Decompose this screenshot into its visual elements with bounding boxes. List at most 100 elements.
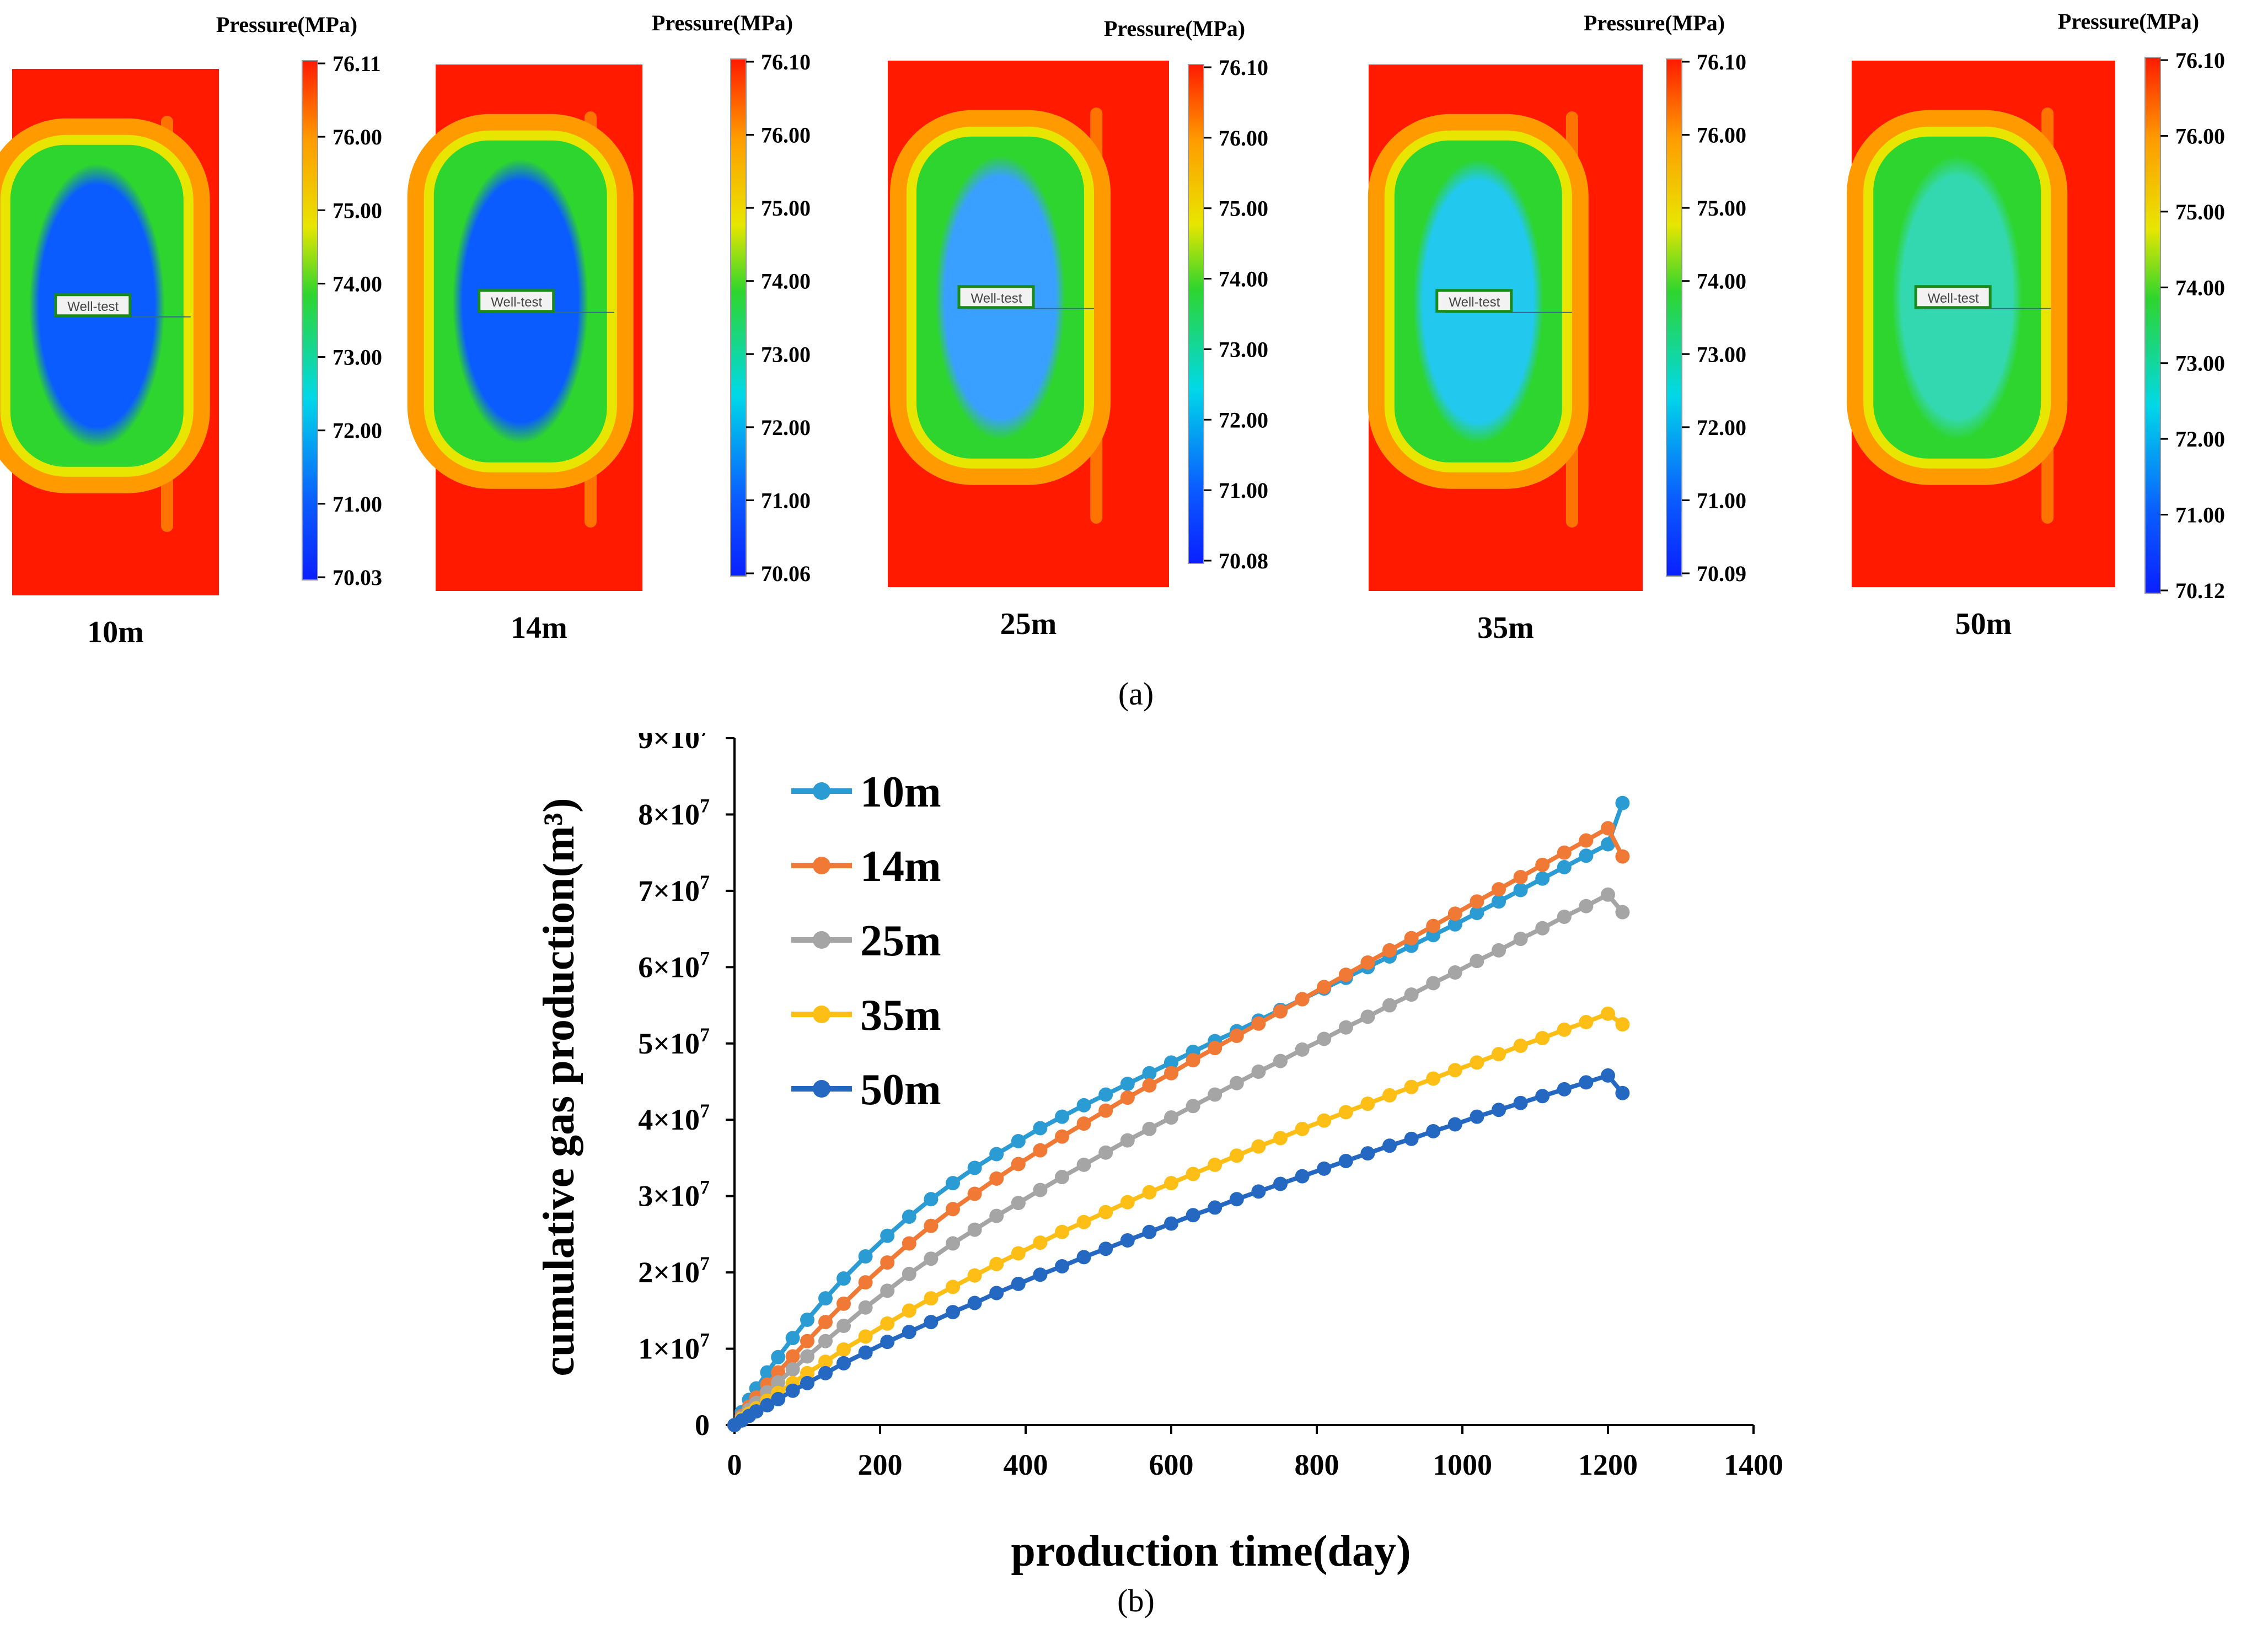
data-point	[1295, 1121, 1310, 1136]
well-label-box	[1435, 289, 1513, 313]
colorbar-tick-label: 76.00	[761, 123, 811, 148]
colorbar-tick-label: 72.00	[2175, 427, 2225, 452]
y-tick-label: 2×107	[638, 1253, 710, 1289]
legend-marker	[813, 857, 830, 874]
x-tick-label: 1000	[1433, 1448, 1492, 1481]
data-point	[1098, 1103, 1113, 1118]
colorbar-tick-label: 75.00	[333, 198, 382, 223]
data-point	[800, 1366, 814, 1380]
y-tick-label: 9×107	[638, 733, 710, 755]
colorbar-tick-label: 73.00	[761, 342, 811, 367]
data-point	[989, 1256, 1004, 1271]
data-point	[1229, 1192, 1244, 1207]
colorbar-tick-label: 70.12	[2175, 578, 2225, 603]
legend-marker	[813, 1006, 830, 1023]
data-point	[1273, 1054, 1288, 1068]
data-point	[749, 1404, 764, 1419]
data-point	[1404, 1079, 1419, 1094]
data-point	[1208, 1200, 1223, 1215]
colorbar-tick-label: 74.00	[2175, 275, 2225, 300]
data-point	[967, 1160, 982, 1175]
colorbar-tick-label: 73.00	[333, 345, 382, 370]
panel-b-label: (b)	[1117, 1583, 1155, 1619]
y-tick-label: 1×107	[638, 1329, 710, 1366]
data-point	[1098, 1087, 1113, 1102]
data-point	[1404, 931, 1419, 945]
legend-label: 10m	[860, 768, 941, 816]
data-point	[902, 1236, 916, 1251]
pressure-maps-figure: Well-test 10m Pressure(MPa) 76.11 76.00 75.00…	[0, 9, 2225, 649]
data-point	[1426, 1071, 1441, 1086]
series-line	[733, 1073, 1624, 1427]
data-point	[818, 1354, 833, 1369]
colorbar-tick-label: 73.00	[1219, 337, 1268, 362]
data-point	[946, 1176, 960, 1191]
data-point	[1033, 1121, 1048, 1136]
data-point	[1186, 1053, 1200, 1068]
data-point	[1447, 1117, 1462, 1132]
data-point	[1186, 1099, 1200, 1114]
data-point	[837, 1271, 851, 1286]
colorbar-tick-label: 72.00	[1697, 415, 1746, 440]
series-50m	[727, 1068, 1630, 1432]
data-point	[1273, 1131, 1288, 1146]
data-point	[1011, 1196, 1026, 1211]
data-point	[989, 1147, 1004, 1162]
data-point	[1120, 1133, 1135, 1148]
data-point	[1055, 1129, 1069, 1144]
data-point	[1164, 1110, 1178, 1125]
legend-item-25m: 25m	[791, 917, 941, 965]
data-point	[1535, 857, 1550, 872]
data-point	[1447, 1063, 1462, 1078]
data-point	[1382, 1138, 1397, 1153]
data-point	[858, 1275, 873, 1290]
pressure-map-10m: Well-test 10m Pressure(MPa) 76.11 76.00 75.00…	[0, 12, 382, 649]
y-tick-label: 3×107	[638, 1176, 710, 1213]
data-point	[1338, 1153, 1353, 1168]
well-label: Well-test	[1449, 295, 1500, 310]
data-point	[1470, 906, 1484, 921]
data-point	[1208, 1157, 1223, 1172]
colorbar-tick-label: 76.11	[333, 51, 381, 76]
panel-a-label: (a)	[1118, 676, 1154, 712]
data-point	[1055, 1259, 1069, 1274]
data-point	[1273, 1004, 1288, 1019]
data-point	[967, 1222, 982, 1237]
colorbar-tick-label: 75.00	[1219, 196, 1268, 221]
data-point	[946, 1236, 960, 1251]
colorbar-tick-label: 74.00	[761, 269, 811, 294]
data-point	[924, 1218, 939, 1233]
colorbar-title: Pressure(MPa)	[1104, 16, 1245, 41]
well-label: Well-test	[971, 291, 1022, 306]
y-tick-label: 5×107	[638, 1024, 710, 1060]
well-label: Well-test	[491, 295, 542, 310]
data-point	[858, 1329, 873, 1344]
data-point	[1229, 1076, 1244, 1090]
series-line	[733, 1011, 1624, 1427]
data-point	[1470, 1055, 1484, 1070]
x-tick-label: 600	[1149, 1448, 1194, 1481]
y-tick-label: 8×107	[638, 794, 710, 831]
x-tick-label: 1400	[1724, 1448, 1783, 1481]
data-point	[800, 1312, 814, 1327]
colorbar-tick-label: 72.00	[1219, 407, 1268, 432]
data-point	[837, 1342, 851, 1357]
data-point	[1142, 1066, 1157, 1081]
data-point	[1033, 1267, 1048, 1282]
data-point	[1557, 909, 1572, 924]
data-point	[924, 1251, 939, 1266]
data-point	[1142, 1121, 1157, 1136]
data-point	[1076, 1116, 1091, 1131]
map-caption: 35m	[1477, 611, 1534, 645]
data-point	[1557, 845, 1572, 860]
colorbar-tick-label: 76.00	[2175, 123, 2225, 148]
colorbar-tick-label: 75.00	[2175, 200, 2225, 224]
data-point	[1098, 1241, 1113, 1256]
data-point	[1120, 1077, 1135, 1092]
data-point	[837, 1319, 851, 1334]
data-point	[1615, 849, 1630, 864]
data-point	[1033, 1182, 1048, 1197]
colorbar-tick-label: 76.10	[1697, 50, 1746, 74]
data-point	[1535, 1089, 1550, 1104]
data-point	[946, 1280, 960, 1294]
